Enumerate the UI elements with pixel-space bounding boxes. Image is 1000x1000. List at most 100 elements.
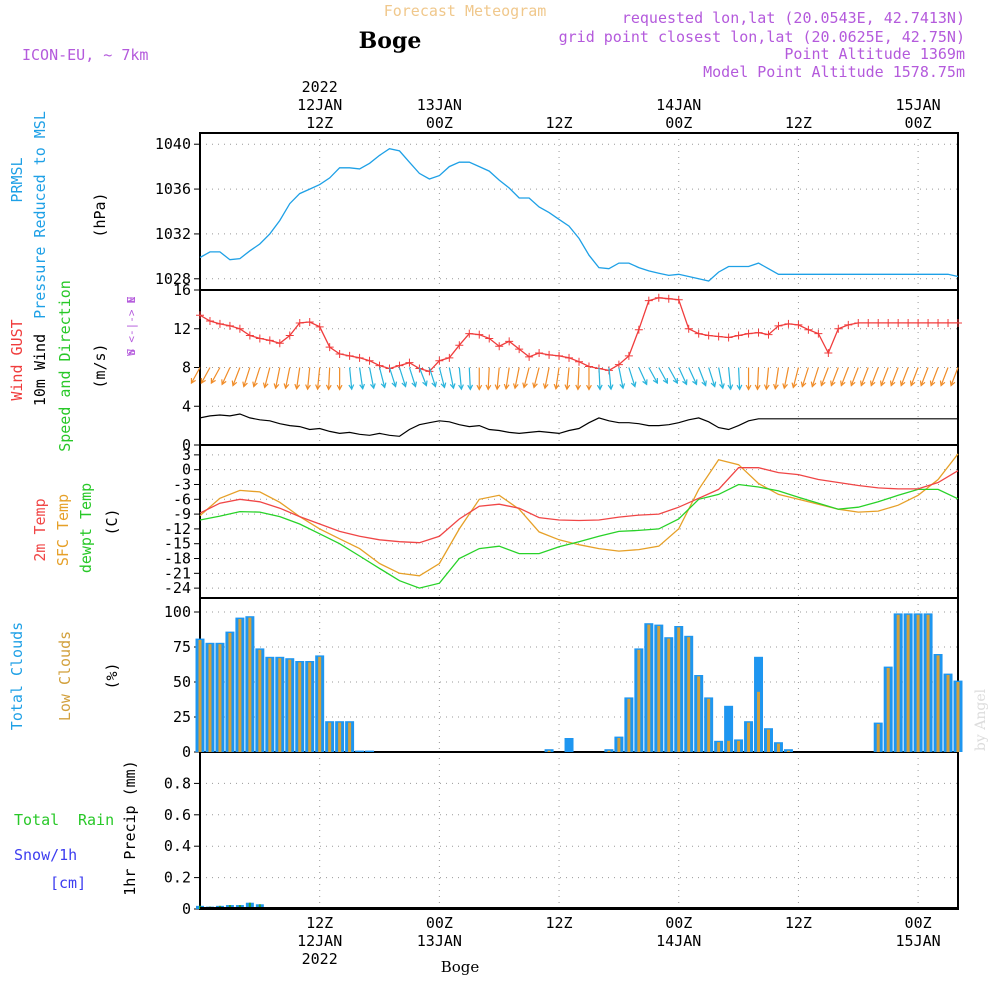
model-label: ICON-EU, ~ 7km <box>22 46 148 64</box>
clouds-tick-label: 75 <box>173 638 191 656</box>
pressure-labels: PRMSL Pressure Reduced to MSL (hPa) <box>8 111 109 319</box>
wind-arrow-head <box>422 380 428 387</box>
wind-arrow <box>899 367 909 387</box>
wind-arrow <box>542 367 550 390</box>
wind-arrow-head <box>879 380 886 387</box>
gust-marker <box>664 294 673 303</box>
wind-arrow-head <box>242 381 248 388</box>
wind-arrow <box>388 367 398 388</box>
wind-arrow <box>889 367 899 387</box>
low-cloud-bar <box>667 638 671 752</box>
wind-arrow-shaft <box>307 367 311 390</box>
wind-arrow <box>512 367 520 390</box>
low-cloud-bar <box>238 619 242 752</box>
pressure-unit: (hPa) <box>91 192 109 237</box>
clouds-tick-label: 100 <box>164 603 191 621</box>
gust-marker <box>814 329 823 338</box>
wind-arrow <box>879 367 889 387</box>
wind-arrow-head <box>672 378 678 385</box>
wind-arrow <box>648 367 658 385</box>
wind-arrow-shaft <box>316 367 321 390</box>
gust-marker <box>205 317 214 325</box>
precip-frame <box>199 751 959 910</box>
wind-arrow-shaft <box>408 367 417 387</box>
wind-arrow <box>553 367 560 390</box>
wind-arrow-head <box>553 383 560 390</box>
gust-marker <box>545 350 554 359</box>
wind-arrow-shaft <box>708 367 716 387</box>
wind-arrow <box>315 367 321 391</box>
wind-arrow-head <box>630 381 637 388</box>
wind-arrow <box>428 367 437 388</box>
wind-arrow-shaft <box>210 367 221 384</box>
wind-speed-line <box>199 413 958 437</box>
gust-marker <box>196 311 204 320</box>
wind-arrow-head <box>494 384 501 391</box>
footer-station: Boge <box>441 958 480 976</box>
wind-arrow-head <box>830 380 836 387</box>
gust-marker <box>784 319 793 328</box>
low-cloud-bar <box>936 655 940 752</box>
wind-arrow <box>252 367 261 388</box>
wind-arrow <box>688 367 698 386</box>
wind-arrow-head <box>210 378 216 385</box>
wind-arrow-shaft <box>418 367 427 386</box>
wind-arrow-head <box>619 383 626 390</box>
low-cloud-bar <box>338 722 342 752</box>
time-label-top: 00Z <box>426 114 453 132</box>
wind-arrow-head <box>586 384 592 391</box>
low-cloud-bar <box>298 662 302 752</box>
gust-marker <box>774 321 783 330</box>
wind-tick-label: 16 <box>173 281 191 299</box>
wind-arrow-head <box>840 380 846 387</box>
wind-arrow-head <box>458 384 464 391</box>
gust-marker <box>475 330 484 339</box>
gust-marker <box>485 334 494 343</box>
gust-marker <box>794 320 803 329</box>
wind-arrow-shaft <box>688 367 698 385</box>
low-cloud-bar <box>607 750 611 752</box>
wind-arrow-shaft <box>448 367 455 389</box>
gust-marker <box>764 330 773 339</box>
wind-arrow-head <box>860 380 866 387</box>
wind-arrow-head <box>782 383 788 390</box>
wind-arrow <box>398 367 408 388</box>
wind-arrow-shaft <box>190 367 201 384</box>
time-label-bottom: 00Z <box>665 914 692 932</box>
wind-arrow-head <box>919 380 926 387</box>
wind-arrow-head <box>763 384 770 391</box>
gust-marker <box>215 319 224 328</box>
gust-marker <box>804 325 813 334</box>
gust-marker <box>515 345 524 354</box>
gust-marker <box>754 328 763 337</box>
wind-arrow-shaft <box>930 367 939 386</box>
wind-arrow-head <box>870 380 876 387</box>
low-cloud-bar <box>248 617 252 752</box>
gust-marker <box>445 353 454 362</box>
wind-arrow <box>262 367 271 389</box>
gust-marker <box>335 349 344 358</box>
credit: by Angel <box>973 688 989 751</box>
low-cloud-bar <box>946 675 950 752</box>
low-cloud-bar <box>308 662 312 752</box>
wind-arrow <box>763 367 770 391</box>
wind-arrow <box>532 367 540 389</box>
wind-arrow <box>638 367 648 386</box>
wind-arrow-shaft <box>487 367 490 390</box>
clouds-tick-label: 25 <box>173 708 191 726</box>
gust-marker <box>325 343 334 352</box>
gust-marker <box>305 317 314 326</box>
wind-labels: Wind GUST 10m Wind Speed and Direction (… <box>8 280 138 452</box>
low-cloud-bar <box>916 614 920 752</box>
wind-arrow <box>305 367 311 391</box>
wind-arrow-shaft <box>285 367 291 389</box>
pressure-label-msl: Pressure Reduced to MSL <box>31 111 49 319</box>
wind-arrow-shaft <box>496 367 500 390</box>
wind-arrow-shaft <box>801 367 809 387</box>
low-cloud-bar <box>677 627 681 752</box>
wind-arrow <box>949 367 959 387</box>
wind-arrow-shaft <box>900 367 909 386</box>
wind-arrow-head <box>710 381 717 388</box>
temp-labels: 2m Temp SFC Temp dewpt Temp (C) <box>31 483 121 573</box>
wind-arrow-shaft <box>505 367 510 389</box>
